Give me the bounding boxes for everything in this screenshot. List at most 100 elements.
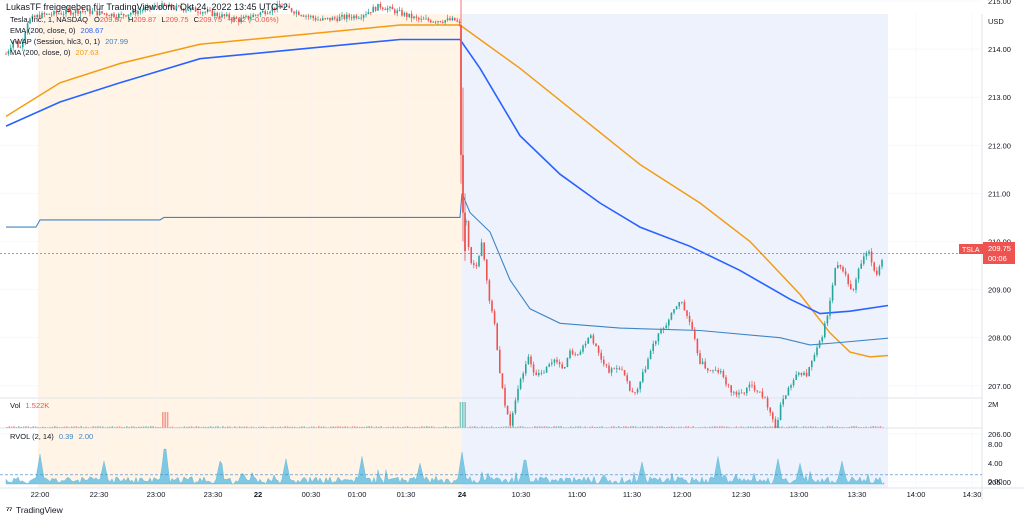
volume-bar — [202, 426, 205, 428]
volume-bar — [766, 426, 769, 428]
candle-down — [467, 220, 470, 251]
time-axis-tick: 10:30 — [512, 490, 531, 499]
candle-up — [221, 11, 223, 19]
volume-bar — [481, 426, 483, 428]
candle-down — [764, 396, 766, 399]
candle-up — [420, 15, 422, 23]
volume-bar — [514, 426, 517, 428]
candle-up — [146, 3, 149, 11]
volume-bar — [238, 426, 241, 428]
volume-bar — [685, 426, 687, 428]
volume-bar — [301, 426, 303, 428]
volume-bar — [764, 426, 766, 428]
volume-bar — [114, 427, 116, 428]
rvol-axis-tick-4: 4.00 — [988, 459, 1003, 468]
volume-bar — [58, 427, 61, 428]
volume-bar — [126, 426, 128, 428]
volume-bar — [452, 426, 454, 428]
volume-bar — [399, 427, 402, 428]
volume-bar — [195, 426, 198, 428]
candle-down — [499, 346, 501, 374]
candle-down — [312, 15, 314, 22]
volume-bar — [882, 427, 884, 428]
candle-down — [302, 14, 305, 18]
volume-bar — [229, 426, 231, 428]
volume-bar — [687, 426, 690, 428]
symbol-legend[interactable]: Tesla, Inc., 1, NASDAQ O209.87 H209.87 L… — [10, 15, 279, 25]
volume-bar — [159, 426, 162, 428]
time-axis-tick: 11:00 — [568, 490, 586, 499]
candle-down — [257, 13, 259, 17]
time-axis-tick: 00:30 — [302, 490, 321, 499]
ma-legend[interactable]: MA (200, close, 0) 207.63 — [10, 48, 99, 58]
volume-bar — [56, 426, 58, 428]
volume-legend[interactable]: Vol 1.522K — [10, 401, 49, 411]
volume-bar — [692, 426, 694, 428]
volume-bar — [435, 427, 438, 428]
volume-bar — [870, 426, 872, 428]
candle-up — [785, 395, 787, 400]
volume-bar — [788, 426, 790, 428]
candle-down — [623, 369, 626, 376]
volume-bar — [51, 426, 54, 428]
volume-bar — [812, 426, 814, 428]
price-axis-tick: 214.00 — [988, 45, 1011, 54]
volume-bar — [850, 426, 853, 428]
volume-bar — [877, 426, 879, 428]
candle-down — [379, 1, 382, 10]
volume-bar — [802, 426, 805, 428]
candle-down — [735, 390, 738, 398]
candle-down — [691, 319, 693, 330]
volume-bar — [553, 426, 555, 428]
candle-down — [314, 15, 317, 22]
volume-bar — [675, 427, 678, 428]
volume-bar — [94, 426, 97, 428]
volume-bar — [728, 426, 730, 428]
volume-bar — [562, 427, 565, 428]
volume-bar — [253, 427, 255, 428]
tradingview-footer[interactable]: ⁷⁷ TradingView — [6, 505, 63, 515]
volume-bar — [572, 427, 574, 428]
volume-bar — [678, 426, 680, 428]
candle-down — [391, 4, 394, 10]
vwap-legend[interactable]: VWAP (Session, hlc3, 0, 1) 207.99 — [10, 37, 128, 47]
volume-bar — [207, 426, 210, 428]
candle-up — [41, 11, 43, 19]
candle-down — [595, 343, 597, 347]
volume-bar — [793, 426, 795, 428]
candle-up — [367, 8, 370, 15]
volume-bar — [176, 427, 178, 428]
candle-up — [564, 366, 566, 369]
volume-bar — [548, 426, 550, 428]
candle-down — [470, 246, 472, 265]
candle-down — [600, 349, 602, 363]
candle-up — [538, 369, 540, 377]
candle-up — [639, 381, 641, 393]
volume-bar — [382, 427, 385, 428]
volume-bar — [570, 426, 572, 428]
candle-down — [158, 5, 161, 11]
candle-up — [782, 395, 784, 408]
volume-bar — [781, 426, 783, 428]
candle-up — [46, 13, 48, 16]
candle-down — [449, 15, 451, 21]
volume-bar — [147, 426, 150, 428]
rvol-legend[interactable]: RVOL (2, 14) 0.39 2.00 — [10, 432, 93, 442]
volume-bar — [291, 426, 294, 428]
volume-bar — [224, 427, 226, 428]
candle-up — [837, 261, 839, 269]
volume-bar — [346, 426, 349, 428]
candle-up — [24, 30, 26, 46]
volume-bar — [128, 427, 130, 428]
volume-bar — [733, 427, 735, 428]
candle-down — [571, 348, 574, 356]
candle-down — [384, 7, 386, 11]
volume-bar — [526, 427, 529, 428]
candle-down — [125, 15, 127, 18]
volume-bar — [536, 426, 538, 428]
ema-legend[interactable]: EMA (200, close, 0) 208.67 — [10, 26, 104, 36]
candle-down — [5, 51, 7, 55]
volume-bar — [862, 427, 865, 428]
